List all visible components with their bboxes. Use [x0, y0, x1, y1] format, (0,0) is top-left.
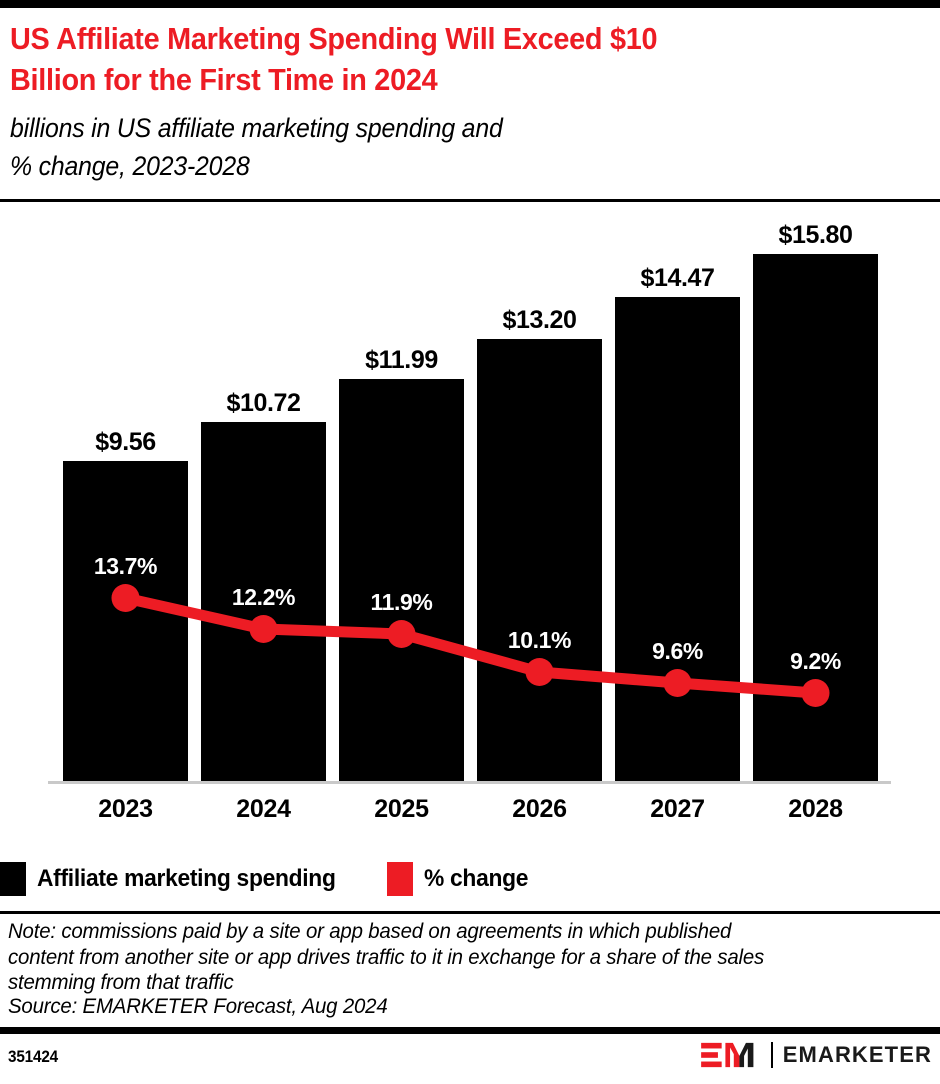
- bar-value-2027: $14.47: [640, 264, 715, 292]
- pct-value-2027: 9.6%: [652, 638, 703, 664]
- bar-value-2023: $9.56: [95, 428, 156, 456]
- pct-value-2024: 12.2%: [231, 584, 296, 610]
- note-divider: [0, 911, 940, 914]
- page-subtitle: billions in US affiliate marketing spend…: [10, 113, 503, 181]
- legend-swatch-red-icon: [387, 862, 414, 896]
- legend-item-spending: Affiliate marketing spending: [0, 862, 351, 896]
- pct-value-2023: 13.7%: [93, 553, 158, 579]
- pct-value-2025: 11.9%: [370, 589, 433, 615]
- chart-area: $9.56 $10.72 $11.99 $13.20 $14.47 $15.80…: [0, 210, 940, 845]
- bar-2027: [615, 297, 740, 782]
- bar-2023: [63, 461, 188, 782]
- bar-2028: [753, 254, 878, 782]
- x-label-2027: 2027: [650, 795, 705, 823]
- x-axis-line: [48, 781, 891, 784]
- brand-divider: [770, 1042, 773, 1068]
- bar-value-2028: $15.80: [778, 221, 853, 249]
- top-rule: [0, 0, 940, 8]
- x-label-2026: 2026: [512, 795, 567, 823]
- legend-item-pct-change: % change: [387, 862, 534, 896]
- page-title: US Affiliate Marketing Spending Will Exc…: [10, 21, 658, 97]
- legend-swatch-black-icon: [0, 862, 26, 896]
- plot-area: $9.56 $10.72 $11.99 $13.20 $14.47 $15.80…: [0, 210, 940, 785]
- pct-value-2026: 10.1%: [507, 627, 572, 653]
- chart-source: Source: EMARKETER Forecast, Aug 2024: [8, 994, 388, 1018]
- em-logo-icon: [700, 1042, 754, 1068]
- brand-lockup: EMARKETER: [700, 1040, 932, 1070]
- header: US Affiliate Marketing Spending Will Exc…: [10, 18, 930, 185]
- bar-value-2025: $11.99: [365, 346, 438, 374]
- chart-id: 351424: [8, 1047, 58, 1066]
- bar-value-2024: $10.72: [226, 389, 301, 417]
- footer-divider: [0, 1027, 940, 1034]
- chart-note: Note: commissions paid by a site or app …: [8, 919, 765, 994]
- x-label-2024: 2024: [236, 795, 291, 823]
- bar-2026: [477, 339, 602, 782]
- legend-label-spending: Affiliate marketing spending: [37, 865, 336, 892]
- chart-legend: Affiliate marketing spending % change: [0, 862, 534, 896]
- brand-name: EMARKETER: [782, 1042, 932, 1067]
- bar-value-2026: $13.20: [502, 306, 577, 334]
- legend-label-pct-change: % change: [424, 865, 529, 892]
- x-axis-labels: 2023 2024 2025 2026 2027 2028: [0, 795, 940, 835]
- header-divider: [0, 199, 940, 202]
- pct-value-2028: 9.2%: [790, 648, 841, 674]
- x-label-2028: 2028: [788, 795, 843, 823]
- x-label-2025: 2025: [374, 795, 429, 823]
- bar-2025: [339, 379, 464, 782]
- x-label-2023: 2023: [98, 795, 153, 823]
